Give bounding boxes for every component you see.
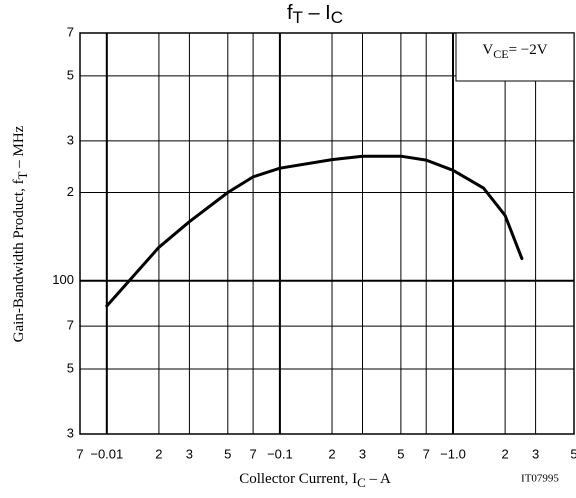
- label-part: – A: [366, 471, 391, 487]
- x-tick-label: 7: [423, 446, 430, 461]
- x-tick-label: 7: [249, 446, 256, 461]
- x-tick-label: 7: [76, 446, 83, 461]
- x-tick-label: −0.01: [90, 446, 123, 461]
- y-tick-label: 5: [67, 67, 74, 82]
- title-part: – I: [303, 2, 331, 24]
- x-axis-label: Collector Current, IC – A: [239, 471, 391, 490]
- annotation-part: = −2V: [509, 42, 548, 58]
- x-tick-label: 5: [397, 446, 404, 461]
- title-sub: C: [331, 8, 343, 27]
- label-part: Gain-Bandwidth Product, f: [11, 179, 27, 342]
- x-tick-label: −0.1: [267, 446, 293, 461]
- y-tick-label: 2: [67, 184, 74, 199]
- y-tick-label: 3: [67, 132, 74, 147]
- x-tick-label: 5: [224, 446, 231, 461]
- title-part: f: [287, 2, 293, 24]
- label-sub: C: [357, 475, 366, 490]
- x-tick-label: 2: [502, 446, 509, 461]
- label-sub: T: [15, 171, 30, 179]
- y-tick-label: 100: [52, 272, 74, 287]
- y-tick-label: 5: [67, 360, 74, 375]
- label-part: Collector Current, I: [239, 471, 357, 487]
- data-line: [105, 154, 524, 308]
- annotation-sub: CE: [493, 47, 508, 61]
- y-tick-label: 7: [67, 24, 74, 39]
- y-axis-label: Gain-Bandwidth Product, fT – MHz: [11, 125, 30, 342]
- figure-code: IT07995: [521, 473, 559, 485]
- annotation-part: V: [482, 42, 493, 58]
- x-tick-label: 2: [155, 446, 162, 461]
- chart-title: fT – IC: [287, 2, 343, 27]
- x-tick-label: 3: [186, 446, 193, 461]
- x-tick-label: 3: [359, 446, 366, 461]
- x-tick-label: 5: [570, 446, 576, 461]
- label-part: – MHz: [11, 125, 27, 171]
- y-tick-label: 3: [67, 425, 74, 440]
- x-tick-label: −1.0: [440, 446, 466, 461]
- y-tick-label: 7: [67, 318, 74, 333]
- annotation-box: [455, 32, 575, 82]
- title-sub: T: [293, 8, 303, 27]
- x-tick-label: 3: [532, 446, 539, 461]
- x-tick-label: 2: [328, 446, 335, 461]
- plot-frame: [79, 32, 575, 435]
- annotation: VCE= −2V: [482, 42, 547, 60]
